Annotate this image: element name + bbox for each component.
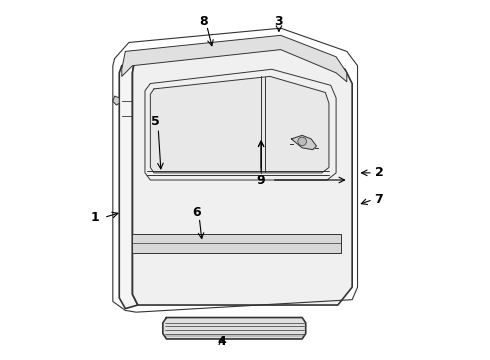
Text: 3: 3 [274,14,283,27]
Circle shape [298,137,306,146]
Text: 6: 6 [193,206,201,219]
Text: 9: 9 [257,174,266,186]
PathPatch shape [113,96,119,105]
PathPatch shape [163,318,306,339]
Text: 8: 8 [199,14,208,27]
Text: 4: 4 [218,335,226,348]
PathPatch shape [119,62,138,309]
Text: 2: 2 [374,166,383,179]
Text: 5: 5 [151,114,160,127]
PathPatch shape [122,35,347,82]
Text: 7: 7 [374,193,383,206]
PathPatch shape [150,76,329,173]
Polygon shape [292,135,317,150]
Text: 1: 1 [91,211,99,224]
PathPatch shape [132,48,352,305]
PathPatch shape [132,234,342,253]
